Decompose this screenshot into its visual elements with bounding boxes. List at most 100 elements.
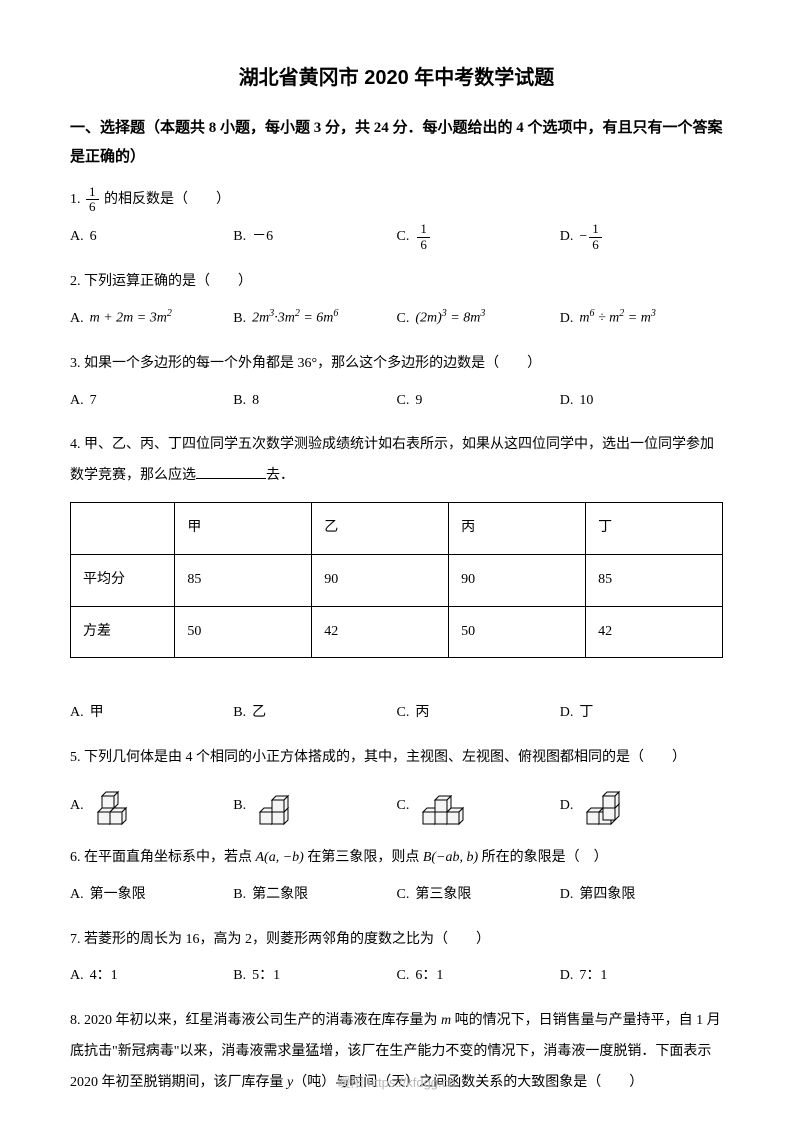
th: 乙 [312,503,449,555]
label-d: D. [560,791,574,822]
blank [196,465,266,479]
q4-options: A.甲 B.乙 C.丙 D.丁 [70,698,723,729]
q5-opt-c: C. [397,784,560,829]
question-7: 7. 若菱形的周长为 16，高为 2，则菱形两邻角的度数之比为（ ） A.4：1… [70,925,723,993]
q1-opt-b: B.－6 [233,222,396,253]
t: ·3m [274,311,295,326]
q2-opt-d: D.m6 ÷ m2 = m3 [560,303,723,334]
q7-opt-c: C.6：1 [397,961,560,992]
q2-num: 2. [70,274,81,289]
q3-stem: 如果一个多边形的每一个外角都是 36°，那么这个多边形的边数是（ ） [84,356,541,371]
q6-opt-c: C.第三象限 [397,880,560,911]
q6-d-val: 第四象限 [579,880,635,911]
t: m [579,311,589,326]
table-row: 方差 50 42 50 42 [71,606,723,658]
q6-stem-c: 所在的象限是（ ） [478,850,608,865]
q3-options: A.7 B.8 C.9 D.10 [70,386,723,417]
label-c: C. [397,961,410,992]
q3-num: 3. [70,356,81,371]
page-footer: 暖阳 https://kfdgg.cn [0,1071,793,1094]
label-d: D. [560,880,574,911]
question-4: 4. 甲、乙、丙、丁四位同学五次数学测验成绩统计如右表所示，如果从这四位同学中，… [70,430,723,729]
q6-num: 6. [70,850,81,865]
q6-opt-a: A.第一象限 [70,880,233,911]
label-a: A. [70,880,84,911]
q2-a-expr: m + 2m = 3m [90,311,167,326]
q7-opt-b: B.5：1 [233,961,396,992]
sup: 3 [480,308,485,319]
label-d: D. [560,961,574,992]
q4-num: 4. [70,437,81,452]
question-2: 2. 下列运算正确的是（ ） A.m + 2m = 3m2 B.2m3·3m2 … [70,267,723,335]
q5-opt-b: B. [233,784,396,829]
q6-stem-b: 在第三象限，则点 [304,850,423,865]
td: 42 [312,606,449,658]
q4-opt-b: B.乙 [233,698,396,729]
q7-b-val: 5：1 [252,961,280,992]
label-a: A. [70,961,84,992]
q2-opt-b: B.2m3·3m2 = 6m6 [233,303,396,334]
q6-b-val: 第二象限 [252,880,308,911]
page-title: 湖北省黄冈市 2020 年中考数学试题 [70,60,723,96]
q6-point-b: B(−ab, b) [423,850,478,865]
q4-opt-c: C.丙 [397,698,560,729]
td: 90 [449,554,586,606]
label-a: A. [70,222,84,253]
label-c: C. [397,222,410,253]
q7-opt-d: D.7：1 [560,961,723,992]
q8-var-m: m [441,1013,451,1028]
q4-opt-d: D.丁 [560,698,723,729]
label-a: A. [70,791,84,822]
label-d: D. [560,698,574,729]
q2-options: A. m + 2m = 3m2 B.2m3·3m2 = 6m6 C.(2m)3 =… [70,303,723,334]
label-d: D. [560,386,574,417]
q1-c-frac: 16 [417,222,430,252]
q4-b-val: 乙 [252,698,266,729]
q4-stem-a: 甲、乙、丙、丁四位同学五次数学测验成绩统计如右表所示，如果从这四位同学中，选出一… [70,437,714,483]
th: 丙 [449,503,586,555]
q7-num: 7. [70,932,81,947]
q7-stem: 若菱形的周长为 16，高为 2，则菱形两邻角的度数之比为（ ） [84,932,490,947]
q6-a-val: 第一象限 [90,880,146,911]
td: 90 [312,554,449,606]
th [71,503,175,555]
th: 甲 [175,503,312,555]
q5-options: A. B. C. [70,784,723,829]
label-a: A. [70,304,84,335]
label-a: A. [70,698,84,729]
q1-opt-a: A.6 [70,222,233,253]
question-3: 3. 如果一个多边形的每一个外角都是 36°，那么这个多边形的边数是（ ） A.… [70,349,723,417]
q4-a-val: 甲 [90,698,104,729]
label-b: B. [233,222,246,253]
q6-opt-d: D.第四象限 [560,880,723,911]
td: 50 [449,606,586,658]
cube-figure-b [252,784,312,829]
frac-num: 1 [417,222,430,237]
q6-c-val: 第三象限 [415,880,471,911]
label-c: C. [397,880,410,911]
q3-a-val: 7 [90,386,97,417]
q1-options: A.6 B.－6 C. 16 D. −16 [70,222,723,253]
q1-opt-c: C. 16 [397,222,560,253]
q4-table: 甲 乙 丙 丁 平均分 85 90 90 85 方差 50 42 50 42 [70,502,723,658]
q1-a-val: 6 [90,222,97,253]
q7-d-val: 7：1 [579,961,607,992]
frac-num: 1 [86,185,99,200]
q4-d-val: 丁 [579,698,593,729]
q3-opt-b: B.8 [233,386,396,417]
q3-opt-c: C.9 [397,386,560,417]
table-row: 平均分 85 90 90 85 [71,554,723,606]
sup: 2 [167,308,172,319]
label-b: B. [233,304,246,335]
td: 方差 [71,606,175,658]
q1-num: 1. [70,192,81,207]
q7-a-val: 4：1 [90,961,118,992]
label-b: B. [233,698,246,729]
sup: 3 [651,308,656,319]
label-b: B. [233,386,246,417]
q2-opt-c: C.(2m)3 = 8m3 [397,303,560,334]
q3-opt-a: A.7 [70,386,233,417]
q3-c-val: 9 [415,386,422,417]
question-5: 5. 下列几何体是由 4 个相同的小正方体搭成的，其中，主视图、左视图、俯视图都… [70,743,723,829]
section-header: 一、选择题（本题共 8 小题，每小题 3 分，共 24 分．每小题给出的 4 个… [70,114,723,171]
